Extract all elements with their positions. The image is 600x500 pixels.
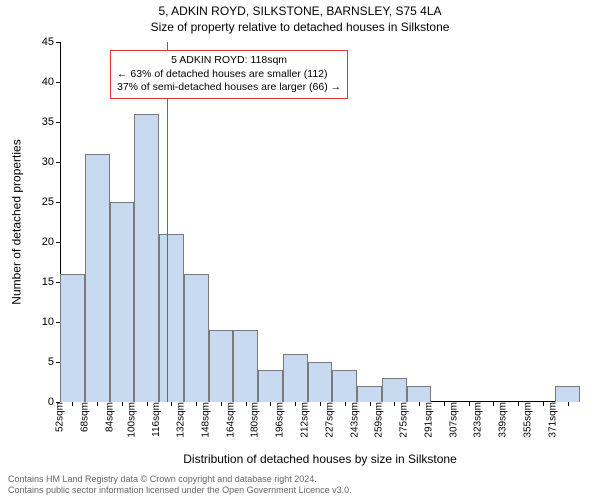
x-tick-label: 196sqm bbox=[269, 402, 286, 438]
histogram-bar bbox=[407, 386, 432, 402]
chart-title-main: 5, ADKIN ROYD, SILKSTONE, BARNSLEY, S75 … bbox=[0, 4, 600, 18]
x-tick-label: 132sqm bbox=[170, 402, 187, 438]
histogram-bar bbox=[184, 274, 209, 402]
x-tick-label: 339sqm bbox=[492, 402, 509, 438]
histogram-bar bbox=[555, 386, 580, 402]
footer-attribution: Contains HM Land Registry data © Crown c… bbox=[8, 474, 352, 497]
x-tick-label: 148sqm bbox=[195, 402, 212, 438]
chart-title-sub: Size of property relative to detached ho… bbox=[0, 20, 600, 34]
histogram-bar bbox=[233, 330, 258, 402]
y-tick-label: 40 bbox=[30, 76, 60, 88]
x-tick-label: 52sqm bbox=[49, 402, 66, 432]
histogram-bar bbox=[159, 234, 184, 402]
y-tick-label: 15 bbox=[30, 276, 60, 288]
x-tick-label: 68sqm bbox=[74, 402, 91, 432]
y-tick-label: 25 bbox=[30, 196, 60, 208]
y-axis-label: Number of detached properties bbox=[10, 42, 24, 402]
histogram-bar bbox=[110, 202, 135, 402]
y-tick-label: 45 bbox=[30, 36, 60, 48]
histogram-bar bbox=[209, 330, 234, 402]
histogram-bar bbox=[258, 370, 283, 402]
footer-line-2: Contains public sector information licen… bbox=[8, 485, 352, 496]
annotation-line: ← 63% of detached houses are smaller (11… bbox=[117, 68, 341, 82]
x-tick-label: 243sqm bbox=[343, 402, 360, 438]
histogram-bar bbox=[134, 114, 159, 402]
annotation-box: 5 ADKIN ROYD: 118sqm← 63% of detached ho… bbox=[110, 50, 348, 99]
x-tick-label: 227sqm bbox=[318, 402, 335, 438]
annotation-line: 37% of semi-detached houses are larger (… bbox=[117, 81, 341, 95]
x-tick-label: 275sqm bbox=[393, 402, 410, 438]
x-tick-label: 212sqm bbox=[294, 402, 311, 438]
y-tick-label: 20 bbox=[30, 236, 60, 248]
x-tick-label: 307sqm bbox=[442, 402, 459, 438]
x-tick-label: 259sqm bbox=[368, 402, 385, 438]
x-tick-label: 291sqm bbox=[418, 402, 435, 438]
y-axis-label-text: Number of detached properties bbox=[10, 139, 24, 304]
x-tick-label: 323sqm bbox=[467, 402, 484, 438]
y-tick-label: 5 bbox=[30, 356, 60, 368]
histogram-bar bbox=[60, 274, 85, 402]
x-tick-label: 355sqm bbox=[517, 402, 534, 438]
histogram-bar bbox=[85, 154, 110, 402]
x-tick-mark bbox=[568, 402, 569, 406]
y-tick-label: 30 bbox=[30, 156, 60, 168]
annotation-line: 5 ADKIN ROYD: 118sqm bbox=[117, 54, 341, 68]
histogram-bar bbox=[357, 386, 382, 402]
x-tick-label: 84sqm bbox=[98, 402, 115, 432]
footer-line-1: Contains HM Land Registry data © Crown c… bbox=[8, 474, 352, 485]
x-tick-label: 371sqm bbox=[541, 402, 558, 438]
y-tick-label: 10 bbox=[30, 316, 60, 328]
x-tick-label: 164sqm bbox=[219, 402, 236, 438]
x-axis-label: Distribution of detached houses by size … bbox=[60, 452, 580, 466]
histogram-bar bbox=[308, 362, 333, 402]
x-tick-label: 116sqm bbox=[146, 402, 163, 437]
histogram-bar bbox=[283, 354, 308, 402]
y-tick-label: 35 bbox=[30, 116, 60, 128]
x-tick-label: 180sqm bbox=[244, 402, 261, 438]
histogram-bar bbox=[382, 378, 407, 402]
histogram-bar bbox=[332, 370, 357, 402]
x-tick-label: 100sqm bbox=[120, 402, 137, 438]
plot-area: 05101520253035404552sqm68sqm84sqm100sqm1… bbox=[60, 42, 580, 402]
chart-container: 5, ADKIN ROYD, SILKSTONE, BARNSLEY, S75 … bbox=[0, 0, 600, 500]
